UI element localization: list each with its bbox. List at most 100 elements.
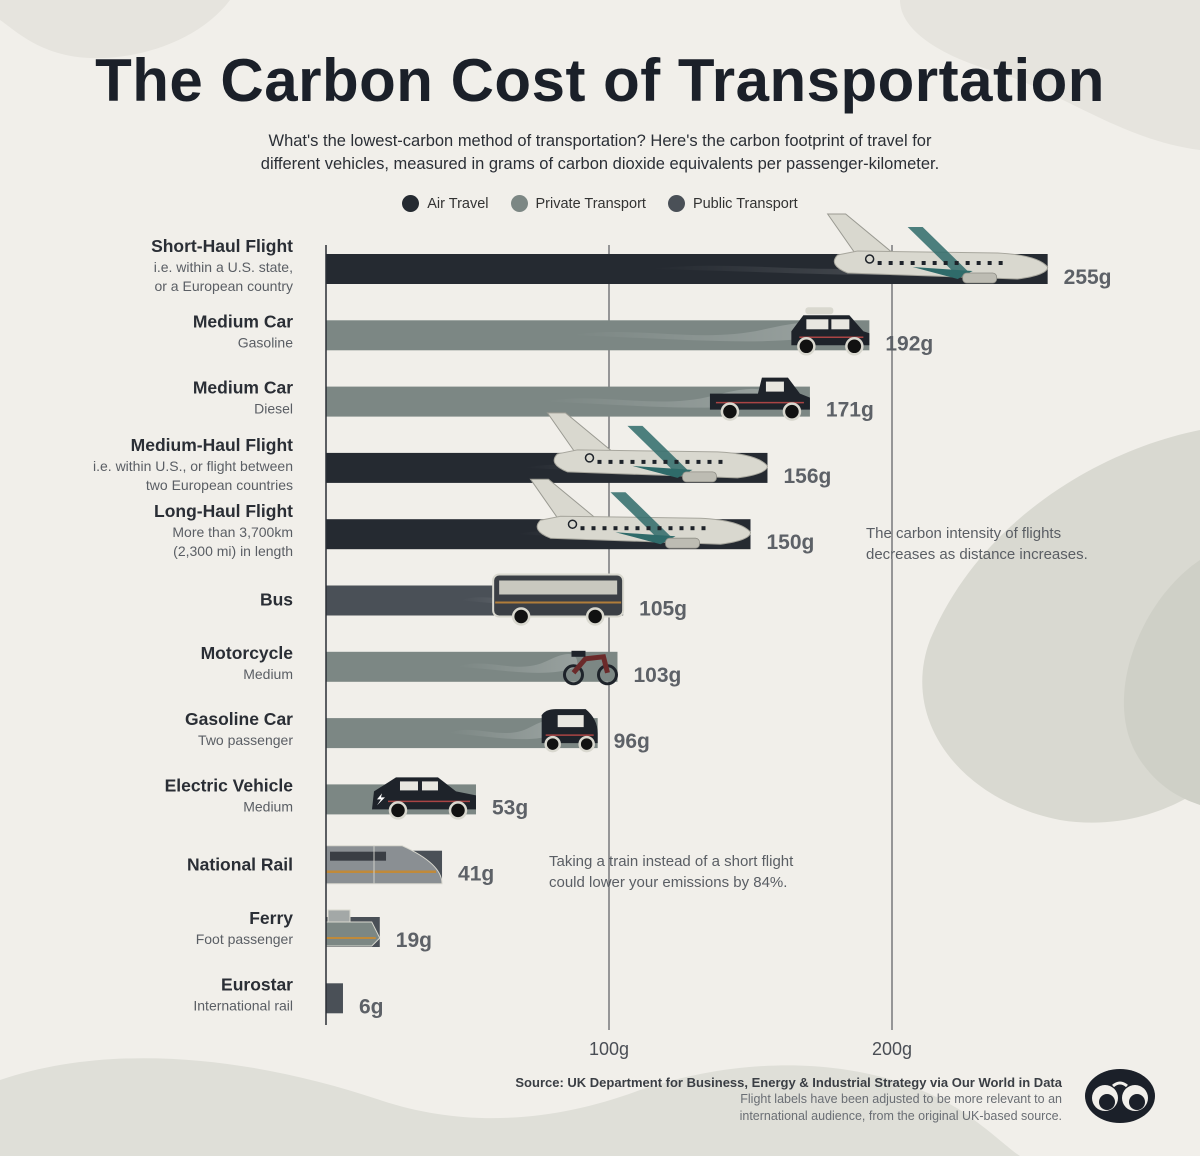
value-label: 103g [633,664,681,687]
small-car-wheel [544,735,561,753]
lightning-bolt-icon [376,793,385,806]
airplane-fuselage [536,515,752,545]
row-sublabel: (2,300 mi) in length [173,543,293,559]
legend-item-private: Private Transport [510,195,646,212]
airplane-window [910,261,915,265]
airplane-tail [546,412,619,457]
subtitle: What's the lowest-carbon method of trans… [220,130,980,176]
ferry-cabin [327,909,351,923]
airplane-window [921,261,926,265]
airplane-winglet [907,227,968,271]
row-sublabel: Diesel [254,401,293,417]
row-sublabel: Medium [243,798,293,814]
legend: Air Travel Private Transport Public Tran… [0,195,1200,212]
footnote-line-2: international audience, from the origina… [739,1109,1062,1123]
row-sublabel: i.e. within a U.S. state, [154,259,293,275]
annotation-1: The carbon intensity of flights [866,525,1061,542]
page-title: The Carbon Cost of Transportation [95,47,1105,114]
small-car-icon [541,709,598,753]
airplane-fuselage [833,250,1049,280]
legend-item-air: Air Travel [402,195,489,212]
airplane-icon [546,412,768,483]
ev-wheel [388,801,408,820]
value-label: 6g [359,995,384,1018]
x-tick-label-100: 100g [589,1039,629,1059]
airplane-icon [826,213,1049,284]
airplane-window [663,459,668,464]
value-label: 192g [885,332,933,355]
row-label: Electric Vehicle [165,775,294,795]
airplane-window [707,459,712,464]
truck-window [765,381,784,392]
airplane-window [877,261,882,265]
moto-seat [571,650,586,657]
airplane-window [987,261,992,265]
airplane-window [679,526,684,531]
row-label: Short-Haul Flight [151,236,293,256]
row-label: Medium Car [193,378,293,398]
value-label: 19g [396,929,432,952]
airplane-window [580,526,585,531]
value-label: 41g [458,863,494,886]
airplane-window [668,526,673,531]
value-label: 53g [492,796,528,819]
legend-dot-public [667,195,685,212]
airplane-window [641,459,646,464]
row-label: Ferry [249,908,293,928]
airplane-engine [665,537,700,549]
moto-wheel [562,664,584,686]
row-sublabel: two European countries [146,477,293,493]
suv-window [831,319,850,330]
suv-window [806,319,829,330]
moto-frame [571,654,610,675]
airplane-window [696,459,701,464]
annotation-1: decreases as distance increases. [866,546,1088,563]
subtitle-line-1: What's the lowest-carbon method of trans… [268,132,932,150]
bus-wheel [585,607,605,626]
airplane-window [613,526,618,531]
row-sublabel: Medium [243,666,293,682]
airplane-window [646,526,651,531]
bus-wheel [511,607,531,626]
airplane-window [718,459,723,464]
exhaust-smoke [448,720,558,740]
ferry-hull [325,921,381,947]
airplane-window [674,459,679,464]
value-label: 171g [826,399,874,422]
row-sublabel: Foot passenger [196,931,294,947]
airplane-window [690,526,695,531]
airplane-window [954,261,959,265]
annotation-2: could lower your emissions by 84%. [549,874,787,891]
airplane-winglet [627,425,688,470]
airplane-window [597,459,602,464]
row-sublabel: Gasoline [238,334,293,350]
row-label: National Rail [187,855,293,875]
value-label: 150g [767,531,815,554]
value-label: 105g [639,598,687,621]
legend-label-private: Private Transport [535,195,646,212]
footnote-line-1: Flight labels have been adjusted to be m… [740,1092,1062,1106]
annotation-2: Taking a train instead of a short flight [549,853,794,870]
ferry-icon [325,909,381,947]
value-label: 255g [1064,266,1112,289]
airplane-tail [529,478,602,523]
bus-icon [492,573,625,626]
source-block: Source: UK Department for Business, Ener… [515,1074,1062,1125]
suv-roof-box [805,307,834,315]
airplane-window [998,261,1003,265]
airplane-window [630,459,635,464]
suv-wheel [845,337,864,356]
airplane-window [965,261,970,265]
legend-dot-air [402,195,420,212]
truck-wheel [782,402,802,421]
row-sublabel: or a European country [154,278,293,294]
row-label: Gasoline Car [185,709,293,729]
ev-window [399,781,418,791]
airplane-logo [864,254,875,264]
airplane-winglet [610,492,671,537]
airplane-window [602,526,607,531]
airplane-logo [584,453,595,463]
row-label: Bus [260,590,293,610]
airplane-logo [567,519,578,529]
